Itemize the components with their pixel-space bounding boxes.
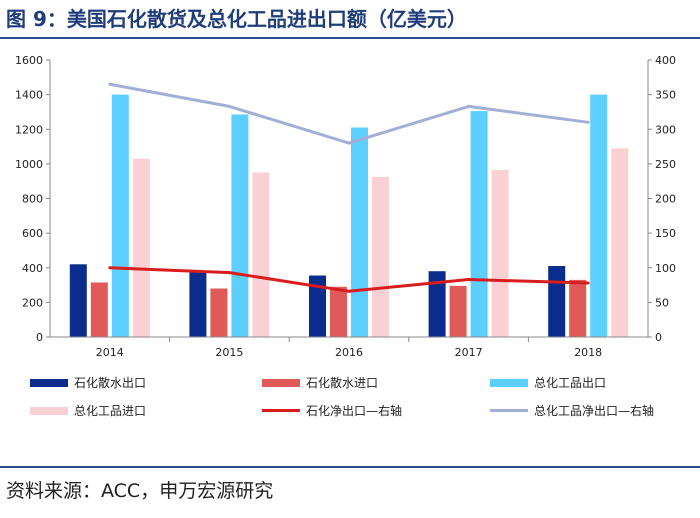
bar-2018-2 — [590, 94, 608, 337]
legend-label: 总化工品进口 — [74, 404, 147, 418]
line-point-4-4 — [586, 281, 590, 285]
left-axis-tick-label: 200 — [22, 296, 43, 309]
bar-2014-1 — [90, 282, 108, 337]
bars-group — [69, 94, 629, 338]
right-axis-tick-label: 150 — [655, 227, 676, 240]
chart-title: 图 9：美国石化散货及总化工品进出口额（亿美元） — [6, 7, 467, 31]
right-axis-tick-label: 100 — [655, 262, 676, 275]
x-axis-tick-label: 2015 — [215, 346, 243, 359]
right-axis-tick-label: 250 — [655, 158, 676, 171]
source-divider — [0, 466, 700, 468]
legend-item-petro-import: 石化散水进口 — [262, 374, 378, 391]
bar-2015-2 — [231, 114, 249, 337]
bar-2014-2 — [111, 94, 129, 337]
legend-swatch — [30, 406, 68, 415]
bar-2016-0 — [309, 275, 326, 337]
legend-item-chem-import: 总化工品进口 — [30, 402, 146, 419]
legend-item-petro-export: 石化散水出口 — [30, 374, 146, 391]
line-series-4 — [109, 266, 589, 293]
right-axis-tick-label: 400 — [655, 54, 676, 67]
x-axis-tick-label: 2014 — [96, 346, 124, 359]
legend-item-chem-net: 总化工品净出口—右轴 — [490, 402, 654, 419]
legend-item-chem-export: 总化工品出口 — [490, 374, 606, 391]
left-axis-tick-label: 0 — [36, 331, 43, 344]
left-axis-tick-label: 800 — [22, 193, 43, 206]
left-axis-tick-label: 1000 — [15, 158, 43, 171]
bar-2017-3 — [491, 169, 509, 337]
bar-2014-3 — [132, 158, 150, 337]
legend-label: 总化工品出口 — [534, 376, 607, 390]
left-axis-tick-label: 600 — [22, 227, 43, 240]
line-series-5 — [109, 82, 589, 145]
line-point-5-1 — [227, 104, 231, 108]
line-point-4-3 — [467, 278, 471, 282]
right-axis: 0 50 100 150 200 250 300 350 400 — [647, 54, 676, 344]
legend-item-petro-net: 石化净出口—右轴 — [262, 402, 402, 419]
bar-2014-0 — [69, 264, 87, 337]
legend-swatch — [262, 378, 300, 387]
bar-2017-2 — [470, 111, 488, 338]
line-point-5-3 — [467, 104, 471, 108]
line-point-4-2 — [347, 289, 351, 293]
bar-2017-1 — [449, 285, 467, 337]
bar-2016-3 — [372, 176, 389, 337]
x-axis-tick-label: 2018 — [574, 346, 602, 359]
bar-2016-1 — [330, 286, 347, 337]
bar-2015-0 — [189, 272, 207, 337]
right-axis-tick-label: 0 — [655, 331, 662, 344]
legend-swatch — [30, 378, 68, 387]
legend-label: 石化散水进口 — [306, 376, 379, 390]
bar-2018-3 — [611, 148, 629, 337]
legend-label: 石化净出口—右轴 — [306, 404, 403, 418]
left-axis-tick-label: 1200 — [15, 123, 43, 136]
legend-label: 总化工品净出口—右轴 — [534, 404, 655, 418]
line-point-4-1 — [227, 271, 231, 275]
left-axis-tick-label: 1600 — [15, 54, 43, 67]
source-note: 资料来源：ACC，申万宏源研究 — [6, 480, 274, 502]
left-axis: 0 200 400 600 800 1000 1200 1400 1600 — [15, 54, 51, 344]
legend-swatch — [490, 409, 528, 412]
chart-plot: 0 200 400 600 800 1000 1200 1400 1600 0 50 100 150 2… — [15, 54, 676, 359]
x-axis-tick-label: 2017 — [455, 346, 483, 359]
bar-2017-0 — [428, 271, 446, 337]
legend-swatch — [262, 409, 300, 412]
bar-2018-1 — [569, 279, 587, 337]
right-axis-tick-label: 50 — [655, 296, 669, 309]
line-point-5-4 — [586, 120, 590, 124]
legend-label: 石化散水出口 — [74, 376, 147, 390]
bar-2015-3 — [252, 172, 270, 337]
bar-2018-0 — [548, 266, 566, 337]
left-axis-tick-label: 1400 — [15, 89, 43, 102]
title-divider — [0, 37, 700, 39]
left-axis-tick-label: 400 — [22, 262, 43, 275]
line-point-5-2 — [347, 141, 351, 145]
right-axis-tick-label: 350 — [655, 89, 676, 102]
legend-swatch — [490, 378, 528, 387]
line-point-4-0 — [108, 266, 112, 270]
bar-2015-1 — [210, 288, 228, 337]
right-axis-tick-label: 200 — [655, 193, 676, 206]
bar-2016-2 — [351, 127, 368, 337]
right-axis-tick-label: 300 — [655, 123, 676, 136]
x-axis: 2014 2015 2016 2017 2018 — [50, 336, 648, 359]
lines-group — [108, 82, 590, 293]
x-axis-tick-label: 2016 — [335, 346, 363, 359]
line-point-5-0 — [108, 82, 112, 86]
